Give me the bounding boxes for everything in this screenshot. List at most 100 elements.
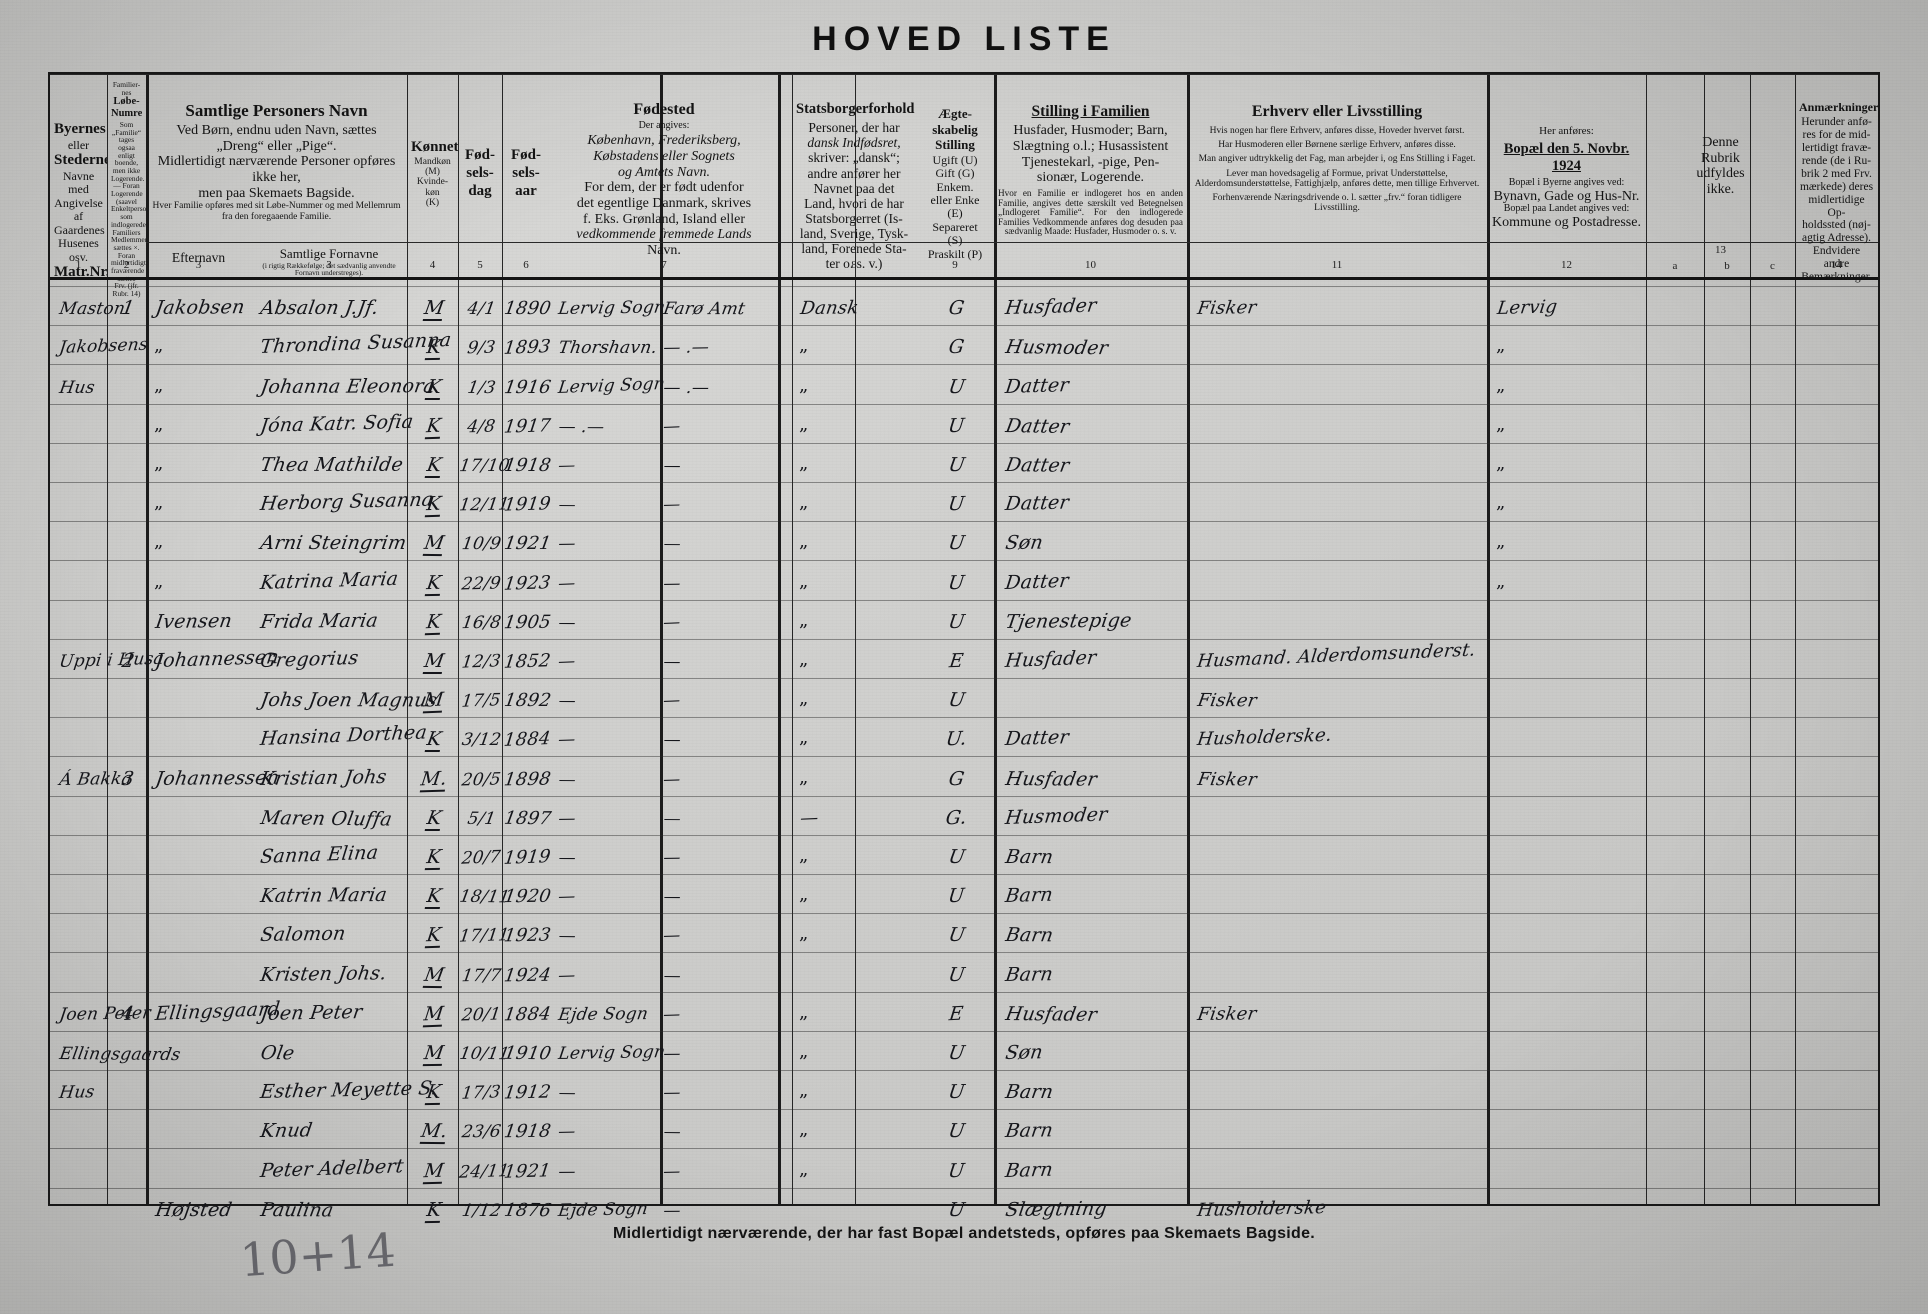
cell-amt: — (662, 925, 682, 947)
cell-place: Hus (58, 1082, 96, 1104)
cell-occupation: Fisker (1196, 690, 1259, 712)
cell-bday: 22/9 (460, 573, 503, 595)
cell-birthplace: — (557, 886, 577, 908)
header-bottom-rule (50, 277, 1878, 280)
header-col-12: Her anføres: Bopæl den 5. Novbr. 1924 Bo… (1492, 125, 1641, 231)
cell-famstatus: Datter (1004, 414, 1072, 438)
cell-marital: U (946, 375, 967, 398)
col-divider-6 (660, 74, 663, 1204)
cell-sex: K (424, 885, 444, 910)
cell-birthplace: — (557, 964, 577, 986)
cell-occupation: Fisker (1196, 768, 1259, 791)
colnum-6: 6 (523, 259, 529, 271)
cell-sex: M (407, 1041, 461, 1067)
row-rule (50, 1148, 1878, 1150)
cell-famstatus: Husfader (1004, 767, 1099, 791)
cell-marital: U (946, 1198, 967, 1221)
colnum-11: 11 (1331, 259, 1343, 271)
row-rule (50, 678, 1878, 679)
cell-place: Jakobsens (58, 335, 150, 359)
cell-marital: U (946, 963, 967, 986)
cell-birthplace: — (557, 808, 578, 829)
cell-bday: 17/10 (458, 455, 512, 477)
cell-amt: — .— (662, 337, 711, 359)
cell-byear: 1918 (502, 454, 553, 477)
col-divider-3 (407, 74, 408, 1204)
cell-famstatus: Barn (1004, 1081, 1055, 1104)
cell-surname: Ivensen (154, 609, 234, 633)
cell-bday: 4/1 (466, 299, 498, 320)
cell-bday: 10/9 (460, 534, 503, 555)
cell-birthplace: — (557, 1121, 577, 1143)
header-col-14: Anmærkninger Herunder anfø- res for de m… (1799, 100, 1878, 283)
cell-marital: U (946, 689, 967, 712)
cell-surname: „ (154, 492, 164, 514)
cell-famstatus: Søn (1004, 1041, 1045, 1064)
col-divider-13a (1704, 74, 1705, 1204)
header-top-rule (50, 74, 1878, 75)
cell-byear: 1919 (502, 846, 552, 869)
cell-marital: E (947, 1002, 965, 1026)
cell-birthplace: — (557, 729, 577, 751)
header-col-5: Fød- sels- dag (465, 147, 495, 199)
cell-given: Frida Maria (259, 609, 380, 633)
cell-given: Kristen Johs. (259, 961, 389, 986)
cell-marital: U (946, 845, 967, 869)
cell-birthplace: — (557, 691, 578, 712)
cell-famstatus: Barn (1004, 924, 1056, 947)
cell-citizen: „ (799, 335, 809, 357)
row-rule (50, 560, 1878, 562)
cell-sex: K (407, 610, 461, 636)
colnum-9: 9 (952, 259, 958, 271)
cell-bday: 10/11 (458, 1043, 512, 1065)
cell-famstatus: Barn (1004, 1119, 1055, 1143)
colnum-1: 1 (75, 259, 82, 271)
cell-sex: K (407, 571, 461, 596)
cell-marital: U (946, 492, 966, 516)
row-rule (50, 599, 1878, 601)
colnum-5: 5 (477, 259, 483, 271)
cell-birthplace: — (557, 572, 577, 594)
cell-given: Arni Steingrim (259, 532, 409, 555)
cell-surname: „ (154, 335, 164, 357)
cell-birthplace: — (557, 495, 578, 516)
col-divider-8 (855, 74, 856, 1204)
cell-famstatus: Datter (1004, 726, 1071, 751)
cell-sex: K (407, 1198, 461, 1223)
cell-bday: 17/5 (460, 690, 502, 712)
cell-given: Katrina Maria (259, 567, 400, 594)
cell-sex: K (407, 414, 461, 440)
cell-bday: 20/5 (460, 768, 503, 791)
cell-given: Hansina Dorthea (259, 721, 429, 751)
cell-famstatus: Datter (1004, 569, 1071, 594)
cell-birthplace: — (557, 534, 577, 555)
cell-sex: M. (419, 1120, 450, 1145)
cell-fam: 4 (120, 1002, 136, 1026)
cell-citizen: „ (799, 688, 809, 710)
cell-citizen: „ (799, 531, 809, 553)
cell-byear: 1876 (502, 1199, 553, 1221)
cell-amt: — (662, 494, 682, 516)
row-rule (50, 952, 1878, 954)
col-divider-10 (1187, 74, 1190, 1204)
cell-sex: K (407, 845, 461, 871)
cell-byear: 1917 (502, 415, 553, 438)
row-rule (50, 1070, 1878, 1071)
cell-sex: K (407, 492, 461, 518)
cell-bday: 16/8 (460, 612, 503, 633)
cell-bday: 17/7 (460, 965, 503, 986)
pencil-annotation: 10+14 (238, 1222, 398, 1288)
col-divider-5 (502, 74, 503, 1204)
cell-fam: 3 (120, 767, 136, 790)
cell-marital: U (946, 414, 966, 438)
cell-marital: U (946, 1041, 967, 1065)
cell-amt: — (662, 573, 682, 594)
cell-birthplace: — (557, 769, 578, 790)
cell-sex: M (422, 649, 446, 675)
cell-occupation: Husholderske. (1196, 724, 1334, 751)
cell-surname: „ (154, 570, 164, 592)
row-rule (50, 795, 1878, 797)
cell-given: Thea Mathilde (259, 453, 405, 476)
header-col-3: Samtlige Personers Navn Ved Børn, endnu … (152, 101, 401, 222)
cell-byear: 1921 (502, 533, 553, 555)
